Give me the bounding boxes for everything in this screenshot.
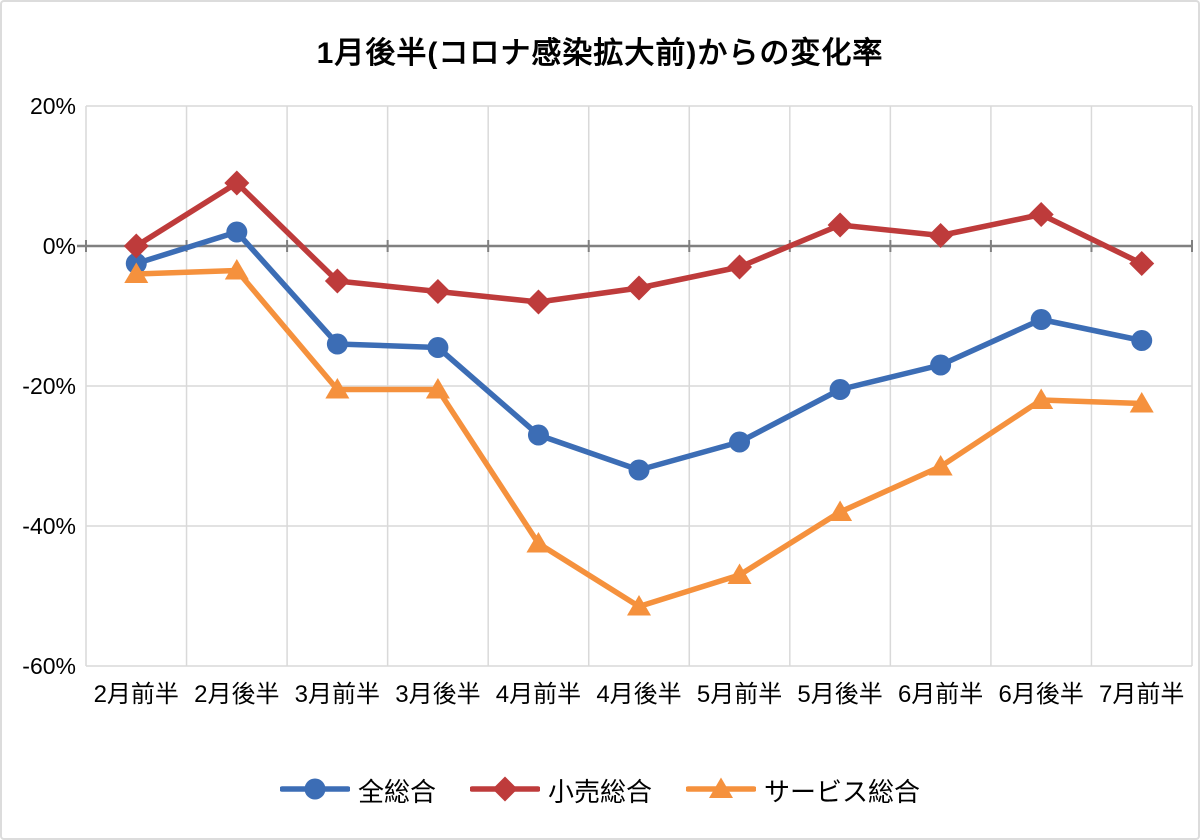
chart-title: 1月後半(コロナ感染拡大前)からの変化率: [316, 37, 884, 70]
data-point-marker-diamond: [123, 233, 149, 259]
data-point-marker-triangle: [928, 455, 953, 476]
data-point-marker-triangle: [124, 262, 149, 283]
y-tick-label: 0%: [43, 233, 76, 259]
x-tick-label: 2月後半: [194, 681, 279, 708]
x-tick-label: 6月後半: [999, 681, 1084, 708]
x-tick-label: 3月後半: [395, 681, 480, 708]
legend-item-servicesougou: サービス総合: [685, 772, 921, 811]
data-point-marker-diamond: [626, 275, 652, 301]
data-point-marker-diamond: [425, 279, 451, 304]
data-point-marker-triangle: [709, 777, 733, 798]
series-0: [125, 221, 1153, 481]
data-point-marker-triangle: [627, 595, 651, 616]
data-point-marker-triangle: [1129, 392, 1154, 413]
series-2: [124, 259, 1154, 616]
data-point-marker-circle: [729, 431, 751, 453]
data-point-marker-diamond: [1028, 202, 1054, 227]
data-point-marker-circle: [829, 379, 851, 400]
data-point-marker-diamond: [827, 212, 853, 238]
x-tick-label: 3月前半: [295, 681, 380, 708]
x-tick-label: 4月前半: [496, 681, 581, 708]
data-point-marker-circle: [326, 333, 348, 355]
data-point-marker-circle: [930, 354, 952, 376]
data-point-marker-diamond: [727, 254, 753, 280]
legend-diamond-marker-icon: [469, 772, 541, 811]
line-chart-plot: 20% 0% -20% -40% -60% 2月前半 2月後半 3月前半 3月後半 4月前半 4月後…: [22, 93, 1193, 708]
gridlines: [85, 105, 1193, 667]
data-point-marker-triangle: [727, 563, 752, 584]
data-point-marker-diamond: [324, 268, 350, 294]
data-point-marker-diamond: [224, 170, 250, 196]
y-tick-label: 20%: [30, 93, 76, 119]
x-tick-label: 7月前半: [1099, 681, 1184, 708]
y-tick-label: -60%: [22, 653, 76, 679]
legend-circle-marker-icon: [279, 772, 351, 811]
y-tick-label: -20%: [22, 373, 76, 399]
x-tick-label: 5月前半: [697, 681, 782, 708]
legend-label: 全総合: [357, 776, 436, 807]
data-point-marker-circle: [1131, 330, 1153, 351]
data-point-marker-circle: [527, 424, 549, 446]
data-point-marker-circle: [427, 337, 449, 358]
data-point-marker-triangle: [325, 378, 350, 399]
data-point-marker-circle: [226, 221, 248, 243]
legend-label: 小売総合: [547, 776, 652, 807]
y-tick-label: -40%: [22, 513, 76, 539]
y-axis-labels: 20% 0% -20% -40% -60%: [22, 93, 76, 679]
series-1: [123, 170, 1155, 315]
data-point-marker-circle: [1030, 309, 1052, 330]
data-point-marker-triangle: [1029, 388, 1054, 409]
x-tick-label: 5月後半: [797, 681, 882, 708]
chart-legend: 全総合 小売総合 サービス総合: [2, 772, 1198, 811]
data-point-marker-diamond: [492, 776, 518, 802]
x-tick-label: 2月前半: [94, 681, 179, 708]
legend-label: サービス総合: [764, 776, 921, 807]
data-point-marker-circle: [628, 459, 650, 481]
legend-triangle-marker-icon: [685, 772, 757, 811]
legend-item-kourisougou: 小売総合: [469, 772, 652, 811]
data-point-marker-diamond: [928, 223, 954, 248]
data-point-marker-triangle: [224, 259, 249, 280]
x-tick-label: 4月後半: [596, 681, 681, 708]
data-point-marker-diamond: [1129, 251, 1155, 276]
x-axis-labels: 2月前半 2月後半 3月前半 3月後半 4月前半 4月後半 5月前半 5月後半 6月前半 6月後半…: [94, 681, 1185, 708]
data-point-marker-triangle: [828, 500, 853, 521]
data-point-marker-circle: [304, 778, 326, 800]
legend-item-zensougou: 全総合: [279, 772, 436, 811]
data-point-marker-diamond: [525, 289, 551, 315]
data-point-marker-triangle: [425, 378, 450, 399]
x-tick-label: 6月前半: [898, 681, 983, 708]
data-point-marker-triangle: [526, 532, 551, 553]
